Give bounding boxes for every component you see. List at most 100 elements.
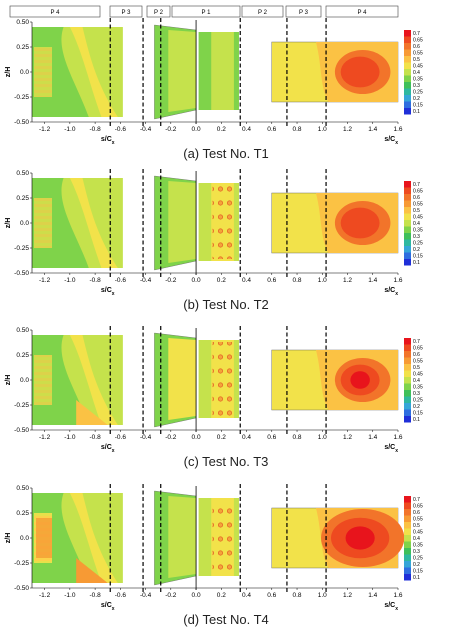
x-axis-label-sub: x [112, 291, 115, 297]
x-tick-label: 0.8 [293, 126, 302, 133]
x-axis-label-sub: x [395, 140, 398, 146]
x-axis-label-sub: x [395, 606, 398, 612]
left-contour-band [76, 400, 108, 425]
x-tick-label: -0.2 [165, 434, 177, 441]
colorbar-tick-label: 0.7 [413, 339, 420, 345]
x-tick-label: -0.6 [115, 126, 127, 133]
x-axis-label: s/Cx [384, 136, 398, 146]
colorbar-swatch [404, 220, 411, 227]
x-tick-label: 1.4 [368, 434, 377, 441]
colorbar-tick-label: 0.25 [413, 556, 423, 562]
header-label: P 1 [202, 10, 212, 16]
x-tick-label: -0.4 [140, 277, 152, 284]
colorbar-swatch [404, 101, 411, 108]
colorbar-swatch [404, 554, 411, 561]
colorbar-swatch [404, 82, 411, 89]
colorbar-tick-label: 0.5 [413, 208, 420, 214]
colorbar-swatch [404, 62, 411, 69]
colorbar-swatch [404, 56, 411, 63]
colorbar-tick-label: 0.3 [413, 391, 420, 397]
x-tick-label: -0.2 [165, 592, 177, 599]
header-label: P 3 [122, 10, 132, 16]
colorbar-tick-label: 0.4 [413, 378, 420, 384]
x-axis-label-sub: x [112, 448, 115, 454]
x-tick-label: -0.6 [115, 277, 127, 284]
colorbar-swatch [404, 213, 411, 220]
colorbar-tick-label: 0.25 [413, 241, 423, 247]
x-tick-label: 0.0 [192, 592, 201, 599]
x-tick-label: 1.2 [343, 277, 352, 284]
colorbar-swatch [404, 528, 411, 535]
x-axis-label-sub: x [112, 606, 115, 612]
x-tick-label: 1.0 [318, 592, 327, 599]
colorbar-swatch [404, 88, 411, 95]
y-tick-label: -0.50 [14, 585, 29, 592]
colorbar-tick-label: 0.65 [413, 346, 423, 352]
x-tick-label: 0.4 [242, 592, 251, 599]
colorbar-tick-label: 0.2 [413, 247, 420, 253]
colorbar-tick-label: 0.65 [413, 38, 423, 44]
x-tick-label: 1.4 [368, 592, 377, 599]
x-tick-label: 0.2 [217, 126, 226, 133]
y-tick-label: 0.0 [20, 69, 29, 76]
colorbar-swatch [404, 194, 411, 201]
colorbar-swatch [404, 509, 411, 516]
y-tick-label: -0.25 [14, 245, 29, 252]
left-contour-band [69, 27, 118, 117]
x-tick-label: 0.8 [293, 592, 302, 599]
x-tick-label: 1.2 [343, 126, 352, 133]
colorbar-tick-label: 0.3 [413, 83, 420, 89]
colorbar-tick-label: 0.4 [413, 221, 420, 227]
y-axis-label: z/H [5, 375, 12, 386]
contour-panel: 0.50 0.25 0.0 -0.25 -0.50 -1.2 -1.0 -0.8 -0.6 -0.… [5, 169, 423, 312]
header-box [9, 5, 101, 18]
colorbar-tick-label: 0.4 [413, 70, 420, 76]
y-tick-label: -0.50 [14, 427, 29, 434]
x-axis-label: s/Cx [384, 602, 398, 612]
colorbar-swatch [404, 200, 411, 207]
y-tick-label: 0.25 [16, 195, 29, 202]
contour-panel: 0.50 0.25 0.0 -0.25 -0.50 -1.2 -1.0 -0.8 -0.6 -0.… [5, 484, 423, 627]
colorbar-tick-label: 0.55 [413, 359, 423, 365]
x-axis-label-sub: x [395, 448, 398, 454]
x-tick-label: 1.2 [343, 434, 352, 441]
left-contour-band [69, 493, 118, 583]
colorbar-swatch [404, 351, 411, 358]
right-hot-spot [340, 56, 380, 88]
colorbar-swatch [404, 416, 411, 423]
x-axis-label: s/Cx [101, 444, 115, 454]
x-tick-label: 0.4 [242, 434, 251, 441]
p1-contour-band [211, 32, 234, 110]
x-tick-label: -0.8 [90, 277, 102, 284]
x-tick-label: 0.0 [192, 126, 201, 133]
x-tick-label: 0.6 [267, 277, 276, 284]
x-tick-label: -0.4 [140, 434, 152, 441]
x-tick-label: -0.8 [90, 126, 102, 133]
colorbar-tick-label: 0.1 [413, 575, 420, 581]
x-tick-label: 0.2 [217, 434, 226, 441]
x-tick-label: -1.0 [64, 592, 76, 599]
y-tick-label: -0.50 [14, 270, 29, 277]
x-tick-label: -0.8 [90, 592, 102, 599]
colorbar-tick-label: 0.65 [413, 189, 423, 195]
colorbar-swatch [404, 207, 411, 214]
colorbar-tick-label: 0.1 [413, 260, 420, 266]
left-contour-band [69, 178, 118, 268]
colorbar-swatch [404, 69, 411, 76]
x-tick-label: 1.0 [318, 434, 327, 441]
x-tick-label: 0.4 [242, 277, 251, 284]
colorbar-swatch [404, 357, 411, 364]
colorbar-swatch [404, 535, 411, 542]
x-axis-label: s/Cx [101, 287, 115, 297]
colorbar-tick-label: 0.7 [413, 182, 420, 188]
colorbar-tick-label: 0.15 [413, 103, 423, 109]
x-axis-label: s/Cx [384, 444, 398, 454]
y-tick-label: 0.0 [20, 535, 29, 542]
colorbar-swatch [404, 233, 411, 240]
colorbar-swatch [404, 43, 411, 50]
y-tick-label: -0.25 [14, 94, 29, 101]
right-hot-spot [340, 207, 380, 239]
x-tick-label: 1.0 [318, 126, 327, 133]
colorbar-tick-label: 0.25 [413, 398, 423, 404]
colorbar-swatch [404, 30, 411, 37]
